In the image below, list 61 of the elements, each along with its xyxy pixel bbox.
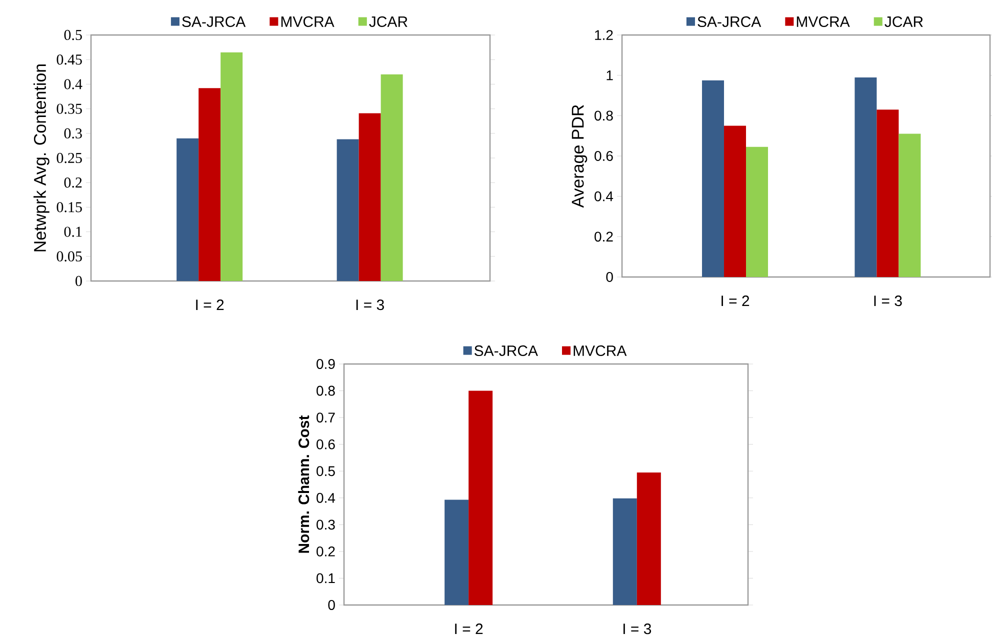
bar [198,88,221,281]
bar [176,138,199,281]
y-tick-label: 0.7 [316,412,335,423]
y-tick-label: 0.9 [316,359,335,369]
y-tick-label: 0 [328,600,335,610]
bar [854,77,877,277]
bar [444,500,469,605]
y-tick-label: 0.8 [594,110,613,121]
bar [724,126,746,277]
y-axis-title: Average PDR [572,104,588,208]
legend-label: SA-JRCA [182,16,246,27]
legend-label: MVCRA [796,16,850,28]
bar [898,134,921,277]
x-tick-label: I = 2 [196,300,224,310]
y-tick-label: 0.5 [316,466,335,476]
bar [380,74,403,281]
x-tick-label: I = 2 [455,624,483,634]
legend-label: MVCRA [281,16,334,27]
y-tick-label: 0.4 [594,191,614,202]
x-tick-label: I = 2 [722,296,750,306]
y-tick-label: 0.8 [316,386,335,396]
y-tick-label: 0.3 [316,520,335,530]
y-tick-label: 0.3 [64,128,82,138]
y-tick-label: 0 [606,272,613,282]
y-tick-label: 1 [606,70,613,80]
y-axis-title: Netwprk Avg. Contention [34,64,50,252]
y-tick-label: 0.5 [64,30,82,40]
y-tick-label: 0.6 [316,439,335,450]
y-tick-label: 0.2 [594,232,613,242]
y-tick-label: 0.1 [316,573,335,584]
y-tick-label: 0.4 [316,492,336,503]
bar [358,113,381,281]
bar [636,472,661,605]
x-tick-label: I = 3 [623,624,652,634]
bar [746,146,768,277]
legend-label: MVCRA [574,345,627,356]
y-tick-label: 0.2 [316,546,335,556]
y-tick-label: 0.1 [64,226,82,237]
legend-label: JCAR [884,16,923,28]
legend-label: JCAR [369,16,408,27]
y-tick-label: 0.45 [56,54,82,65]
bar [468,390,493,605]
y-tick-label: 0.05 [56,251,82,262]
legend-label: SA-JRCA [698,16,762,28]
bar [220,52,243,281]
bar [336,139,359,281]
bar [612,498,637,605]
y-tick-label: 0.35 [56,104,82,114]
legend-label: SA-JRCA [474,345,538,356]
y-tick-label: 0.4 [64,79,82,90]
bar [876,110,899,277]
y-axis-title: Norm. Chann. Cost [298,415,310,553]
y-tick-label: 0.15 [56,202,82,212]
y-tick-label: 0 [76,276,82,286]
y-tick-label: 1.2 [595,30,613,40]
x-tick-label: I = 3 [356,300,384,310]
y-tick-label: 0.25 [56,152,82,164]
bar [702,80,724,277]
y-tick-label: 0.2 [64,178,82,188]
x-tick-label: I = 3 [874,296,902,306]
y-tick-label: 0.6 [594,151,613,161]
